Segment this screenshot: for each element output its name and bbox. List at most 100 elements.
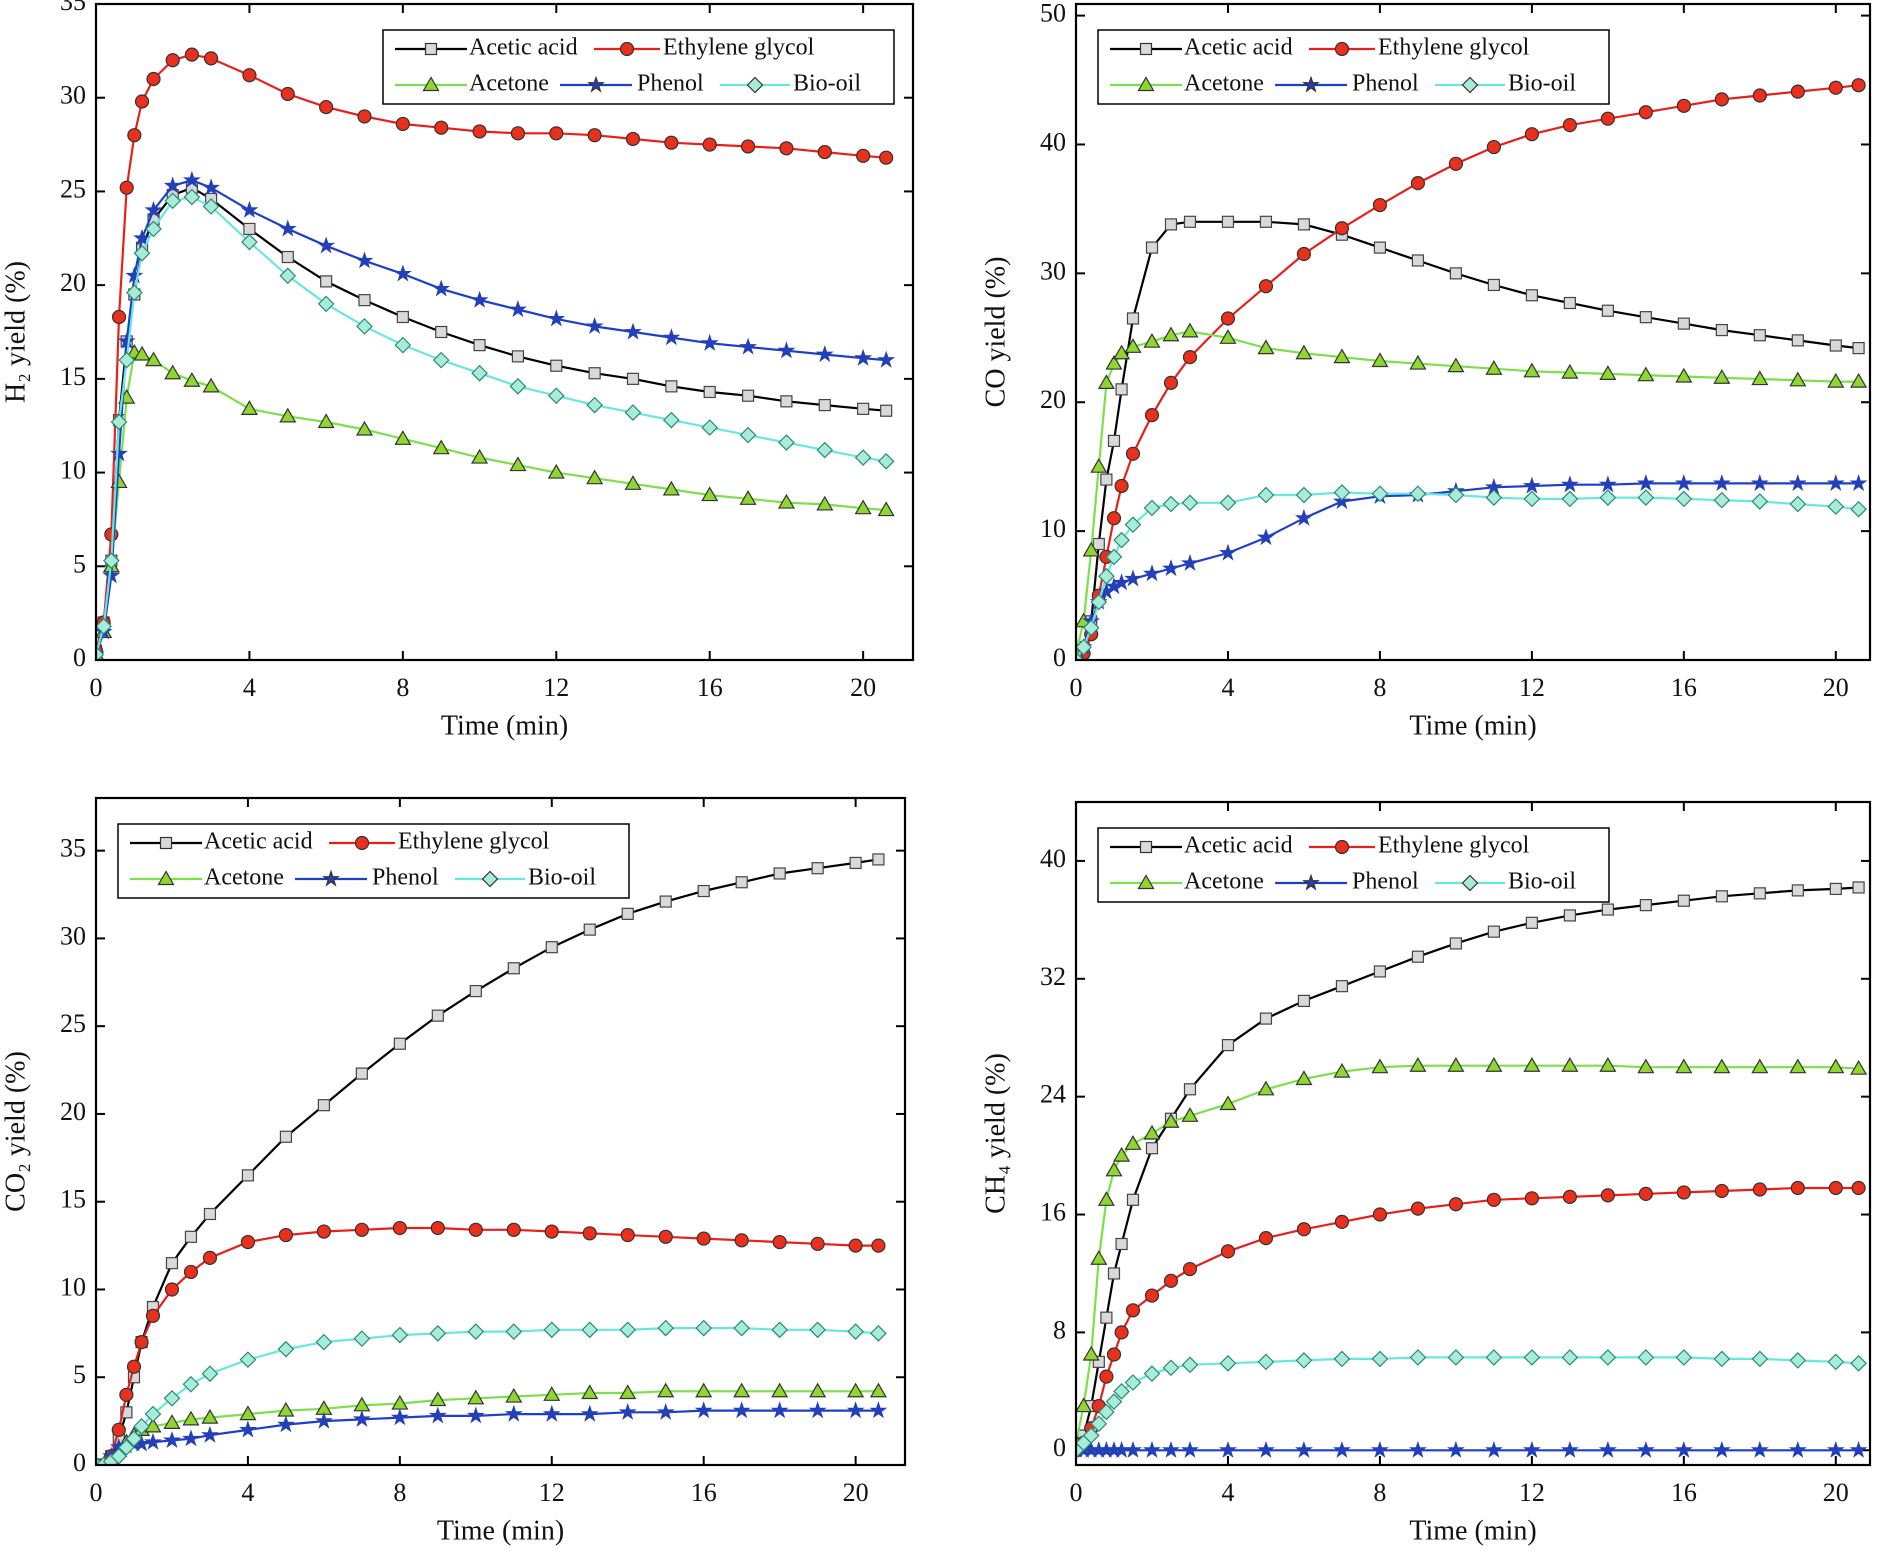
marker bbox=[102, 566, 121, 584]
x-tick-label: 8 bbox=[1373, 1478, 1386, 1507]
marker bbox=[587, 75, 605, 93]
marker bbox=[1712, 1440, 1731, 1458]
marker bbox=[1082, 619, 1100, 637]
marker bbox=[1523, 490, 1541, 508]
marker bbox=[1827, 1353, 1845, 1371]
marker bbox=[772, 1234, 787, 1250]
marker bbox=[1114, 478, 1129, 494]
marker bbox=[879, 150, 894, 165]
y-tick-label: 24 bbox=[1040, 1080, 1066, 1109]
marker bbox=[1713, 1350, 1731, 1368]
legend: Acetic acid Ethylene glycol Acetone Phenol B… bbox=[117, 823, 630, 899]
marker bbox=[701, 419, 719, 436]
marker bbox=[241, 1169, 255, 1182]
marker bbox=[163, 176, 182, 194]
marker bbox=[1487, 925, 1500, 938]
marker bbox=[1143, 1124, 1161, 1140]
y-tick-label: 20 bbox=[1040, 385, 1066, 414]
series-line bbox=[96, 53, 887, 651]
marker bbox=[854, 449, 872, 466]
marker bbox=[202, 178, 220, 196]
marker bbox=[816, 441, 834, 459]
marker bbox=[849, 856, 862, 870]
marker bbox=[1182, 350, 1198, 365]
marker bbox=[1826, 1440, 1845, 1458]
marker bbox=[315, 1333, 333, 1351]
marker bbox=[1302, 873, 1320, 891]
legend-label: Phenol bbox=[372, 865, 439, 891]
marker bbox=[1105, 1393, 1123, 1410]
marker bbox=[164, 192, 182, 210]
marker bbox=[352, 1410, 371, 1427]
series-line bbox=[96, 1390, 879, 1465]
x-tick-label: 4 bbox=[243, 673, 256, 702]
marker bbox=[1600, 1188, 1615, 1203]
marker bbox=[880, 404, 893, 417]
marker bbox=[354, 835, 370, 851]
legend-label: Ethylene glycol bbox=[1378, 833, 1530, 859]
marker bbox=[1829, 882, 1842, 896]
marker bbox=[1523, 1057, 1541, 1072]
marker bbox=[1448, 156, 1464, 171]
marker bbox=[144, 1417, 162, 1433]
marker bbox=[1183, 215, 1197, 228]
marker bbox=[1181, 1356, 1199, 1374]
marker bbox=[618, 1402, 637, 1420]
marker bbox=[1257, 339, 1275, 355]
marker bbox=[1753, 329, 1766, 342]
legend-box bbox=[382, 29, 895, 105]
marker bbox=[470, 290, 489, 308]
y-tick-label: 10 bbox=[60, 1272, 86, 1301]
marker bbox=[184, 1230, 198, 1243]
marker bbox=[1486, 139, 1501, 155]
marker bbox=[1791, 334, 1804, 347]
marker bbox=[1113, 1382, 1130, 1400]
marker bbox=[119, 180, 134, 195]
marker bbox=[695, 1382, 713, 1398]
marker bbox=[1485, 1349, 1503, 1366]
legend-label: Acetone bbox=[1184, 869, 1264, 895]
x-tick-label: 0 bbox=[1070, 1478, 1083, 1507]
marker bbox=[1220, 311, 1236, 326]
marker bbox=[201, 1365, 219, 1383]
marker bbox=[1082, 1345, 1100, 1361]
marker bbox=[432, 279, 451, 297]
marker bbox=[277, 1340, 295, 1358]
legend-label: Acetone bbox=[204, 865, 284, 891]
y-tick-label: 10 bbox=[60, 456, 86, 485]
marker bbox=[1789, 371, 1807, 387]
marker bbox=[1525, 916, 1538, 929]
y-tick-label: 25 bbox=[60, 174, 86, 203]
x-tick-label: 0 bbox=[90, 673, 103, 702]
marker bbox=[818, 398, 831, 412]
marker bbox=[701, 486, 719, 502]
marker bbox=[1100, 1311, 1113, 1324]
marker bbox=[1218, 543, 1237, 561]
marker bbox=[1162, 326, 1180, 342]
marker bbox=[1259, 1012, 1273, 1025]
marker bbox=[620, 1227, 635, 1243]
marker bbox=[1373, 241, 1387, 254]
marker bbox=[505, 1323, 523, 1340]
marker bbox=[1105, 1161, 1123, 1177]
marker bbox=[145, 1308, 161, 1323]
marker bbox=[1333, 1062, 1351, 1078]
marker bbox=[393, 1037, 406, 1050]
y-tick-label: 50 bbox=[1040, 0, 1066, 28]
marker bbox=[1639, 899, 1652, 912]
marker bbox=[184, 47, 199, 62]
marker bbox=[877, 501, 895, 517]
marker bbox=[391, 1326, 409, 1344]
marker bbox=[1638, 105, 1653, 120]
marker bbox=[1082, 1427, 1100, 1444]
marker bbox=[182, 1429, 200, 1447]
series-layer bbox=[1076, 881, 1868, 1459]
marker bbox=[1601, 304, 1614, 317]
legend-label: Acetone bbox=[1184, 71, 1264, 97]
marker bbox=[1371, 1350, 1389, 1368]
marker bbox=[1639, 311, 1652, 324]
x-tick-label: 20 bbox=[843, 1478, 869, 1507]
marker bbox=[317, 413, 335, 429]
marker bbox=[1219, 1440, 1237, 1458]
marker bbox=[1523, 476, 1541, 494]
